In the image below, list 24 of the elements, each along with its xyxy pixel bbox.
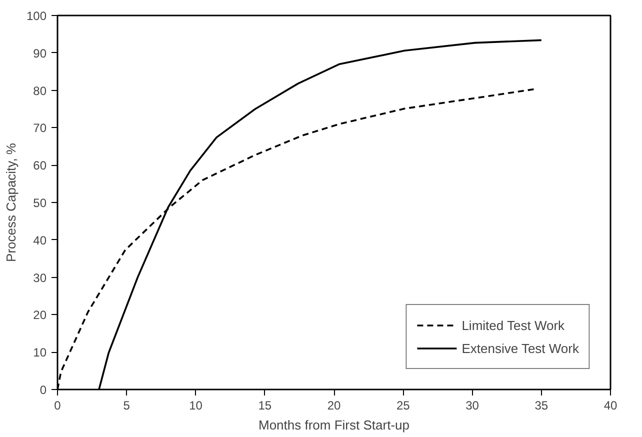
y-tick-label: 0 [40,383,47,397]
y-tick-label: 10 [33,346,47,360]
x-tick-label: 0 [54,398,62,412]
y-tick-label: 70 [33,121,47,136]
y-tick-label: 40 [33,233,47,248]
y-tick-label: 90 [33,46,47,60]
legend-label: Extensive Test Work [462,340,579,356]
x-tick-label: 40 [604,398,618,412]
y-tick-label: 80 [33,84,47,98]
y-tick-label: 20 [33,308,47,322]
x-tick-label: 35 [534,398,548,412]
x-axis-title: Months from First Start-up [258,418,410,432]
legend-label: Limited Test Work [462,318,565,332]
y-tick-label: 60 [33,158,47,173]
x-tick-label: 25 [396,398,410,412]
x-tick-label: 10 [189,398,203,412]
y-tick-label: 100 [26,9,47,23]
y-axis-title: Process Capacity, % [3,142,18,262]
y-tick-label: 30 [33,270,47,285]
x-tick-label: 5 [123,398,130,412]
x-tick-label: 20 [327,398,341,412]
x-tick-label: 30 [466,398,480,412]
y-tick-label: 50 [33,196,47,210]
x-tick-label: 15 [258,398,272,412]
